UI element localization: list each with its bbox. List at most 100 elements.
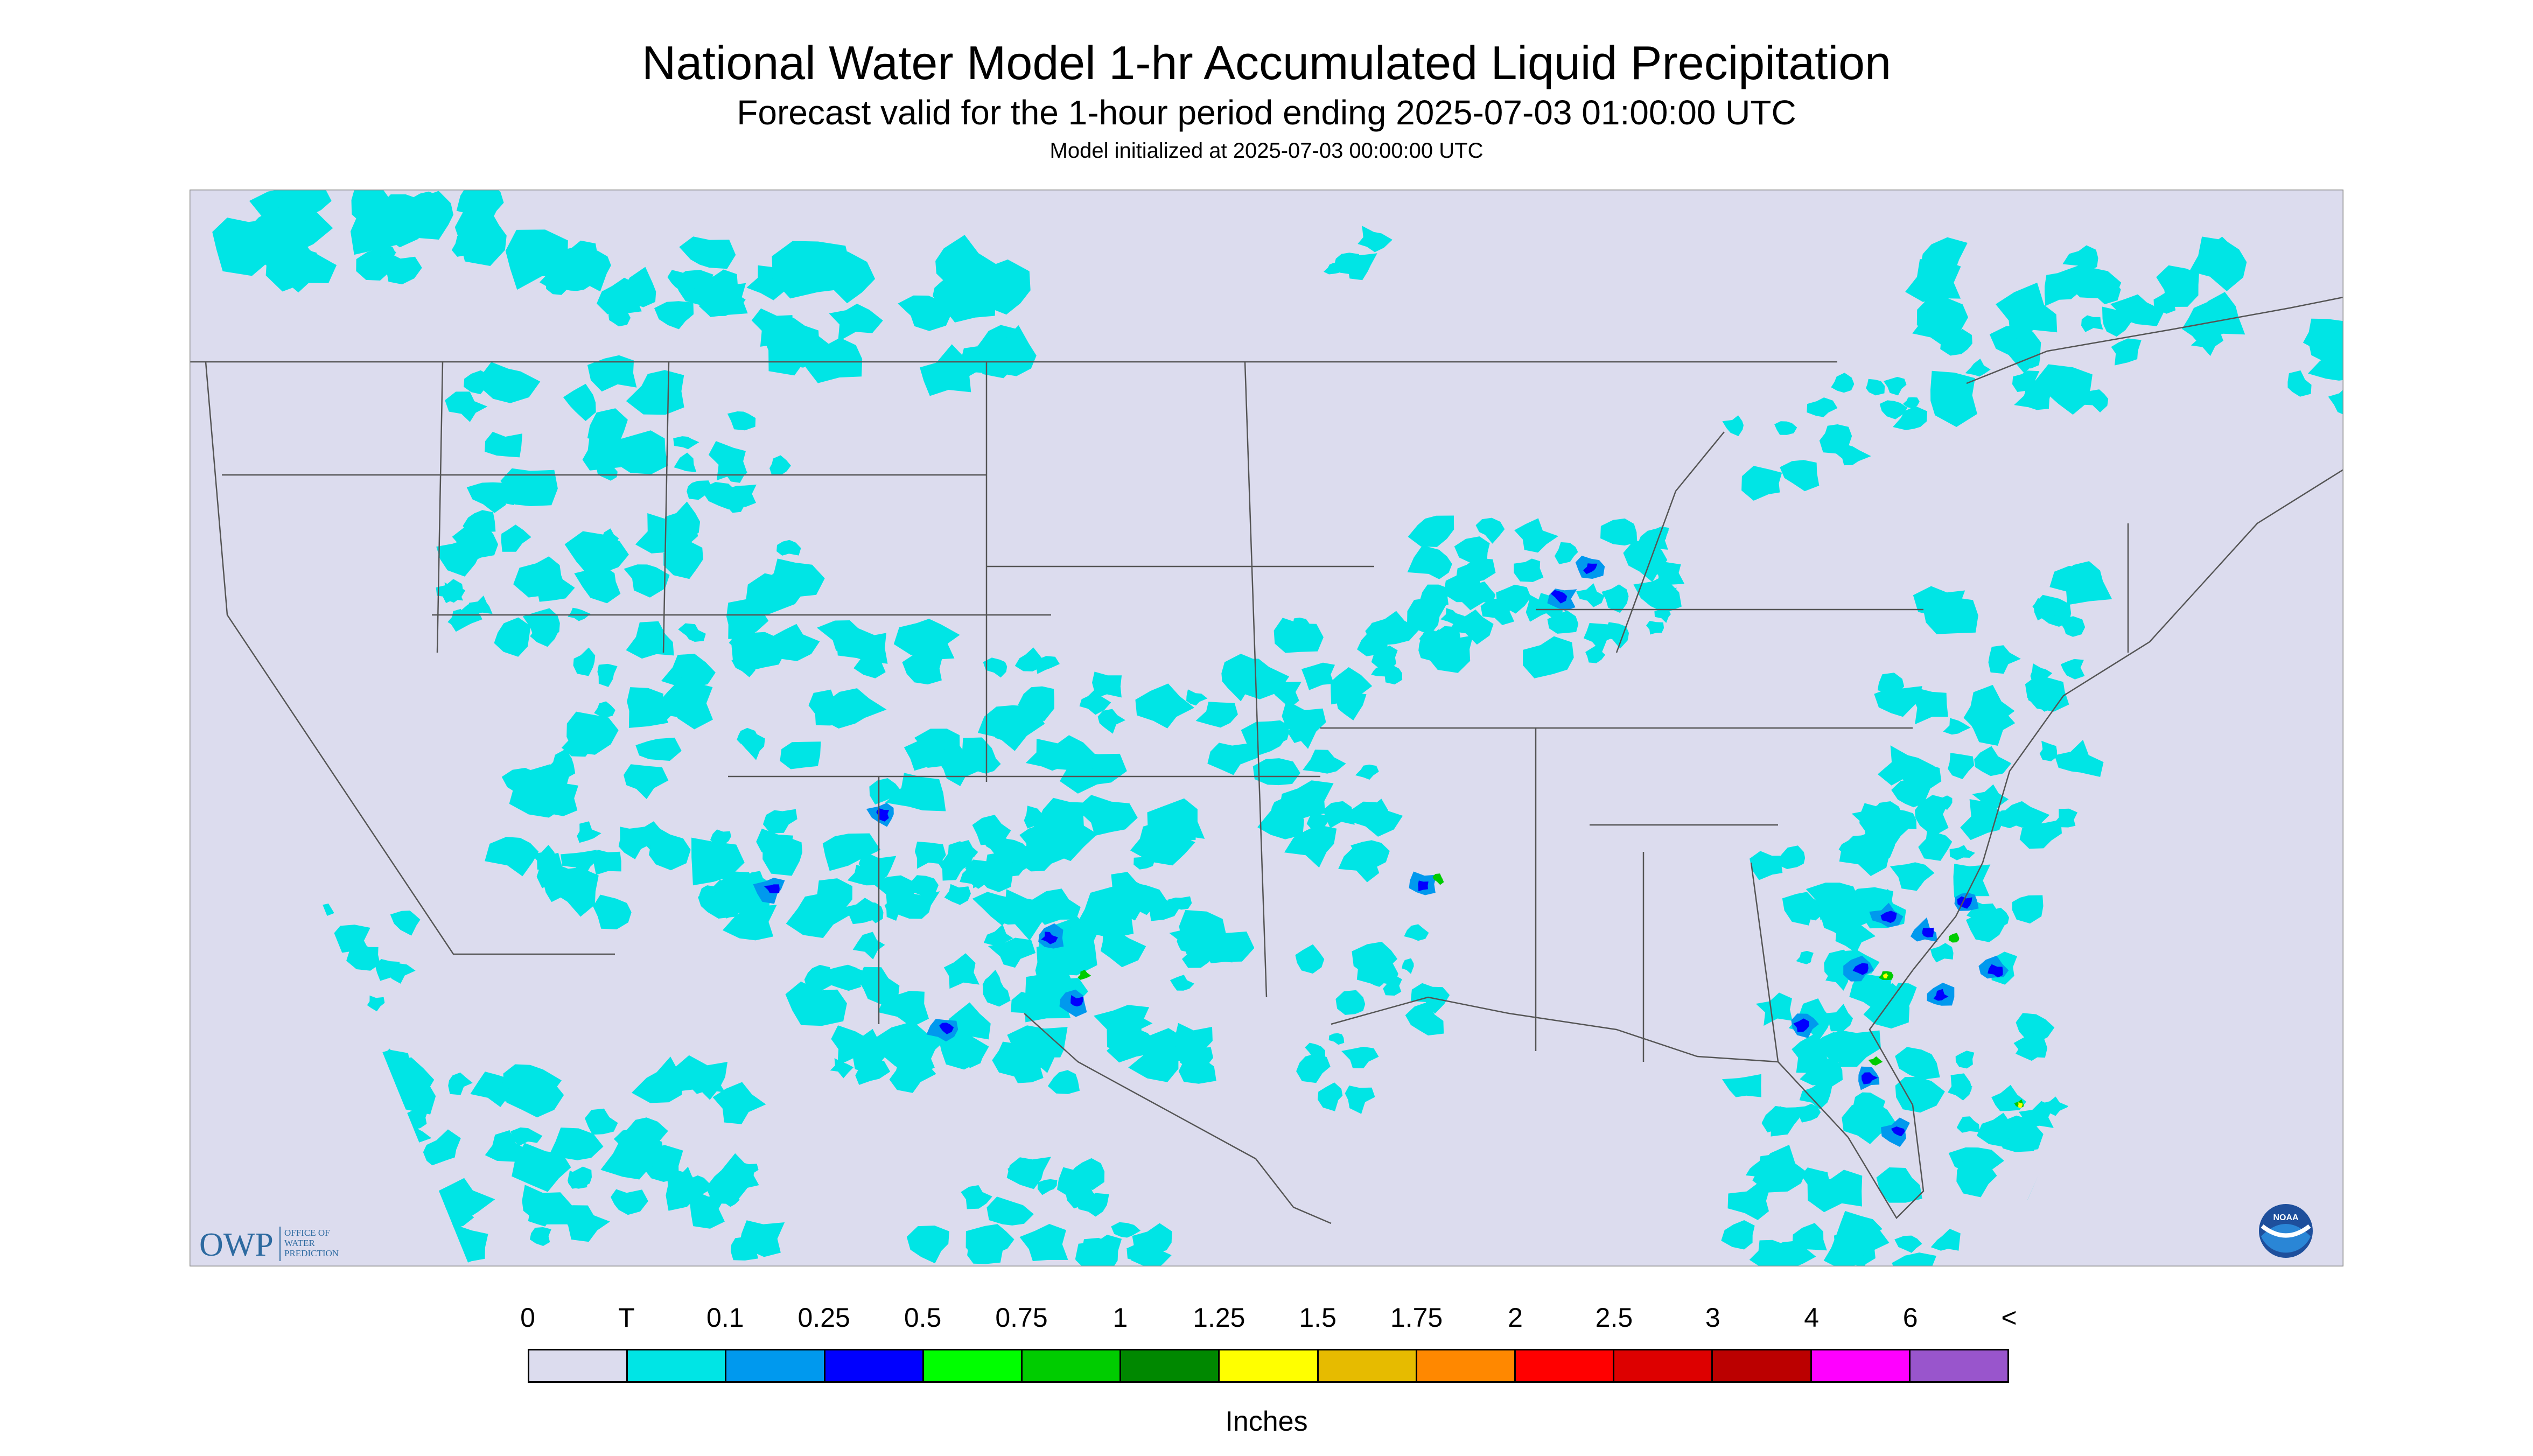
- precip-cell: [708, 441, 747, 481]
- precip-cell: [1988, 964, 2003, 978]
- precip-cell: [435, 1178, 495, 1221]
- precip-cell: [1851, 803, 1898, 836]
- precip-cell: [1274, 618, 1324, 653]
- precip-cell: [762, 809, 797, 834]
- precip-cell: [1306, 813, 1329, 831]
- precip-cell: [1825, 967, 1849, 991]
- precip-cell: [1402, 958, 1414, 974]
- precip-cell: [1035, 656, 1060, 674]
- boundary-line: [205, 361, 615, 955]
- precip-cell: [869, 778, 901, 805]
- precip-cell: [1418, 880, 1429, 891]
- precip-cell: [1891, 1126, 1905, 1137]
- precip-cell: [563, 1205, 610, 1242]
- precip-cell: [2191, 332, 2223, 356]
- precip-cell: [2060, 659, 2085, 680]
- legend-label: 2.5: [1595, 1303, 1633, 1333]
- precip-cell: [1255, 720, 1289, 744]
- precip-cell: [522, 1185, 572, 1224]
- legend-swatch: [1220, 1350, 1319, 1381]
- precipitation-map: OWP OFFICE OF WATER PREDICTION NOAA: [190, 190, 2343, 1266]
- precip-cell: [1913, 688, 1948, 725]
- precip-cell: [988, 937, 1036, 968]
- precip-cell: [1018, 840, 1068, 872]
- precip-cell: [1480, 598, 1515, 625]
- precip-cell: [451, 233, 479, 257]
- precip-cell: [582, 437, 621, 471]
- precip-cell: [577, 821, 601, 843]
- precip-cell: [2034, 364, 2093, 415]
- precip-cell: [972, 892, 1013, 926]
- precip-cell: [1835, 917, 1876, 954]
- legend-label: 1.25: [1193, 1303, 1245, 1333]
- legend-swatch: [1121, 1350, 1220, 1381]
- precip-cell: [1647, 526, 1669, 545]
- precip-cell: [1305, 1042, 1325, 1059]
- precip-cell: [1943, 718, 1971, 735]
- precip-cell: [494, 617, 531, 657]
- precip-cell: [445, 391, 488, 422]
- precip-cell: [1408, 515, 1454, 547]
- precip-cell: [1977, 1112, 2013, 1147]
- boundary-line: [1331, 862, 1984, 1220]
- precip-cell: [558, 240, 598, 270]
- precip-cell: [1956, 1116, 1980, 1133]
- precip-cell: [780, 741, 821, 769]
- precip-cell: [1372, 611, 1420, 646]
- precip-cell: [990, 715, 1016, 741]
- precip-cell: [709, 871, 771, 919]
- precip-cell: [1831, 373, 1855, 393]
- precip-cell: [1257, 808, 1304, 839]
- precip-cell: [1899, 763, 1942, 803]
- precip-cell: [1850, 1248, 1867, 1264]
- precip-cell: [1807, 1170, 1863, 1213]
- precip-cell: [593, 850, 621, 875]
- precip-cell: [1365, 621, 1388, 639]
- precip-cell: [2111, 338, 2142, 366]
- precip-cell: [1303, 750, 1346, 774]
- precip-cell: [529, 1227, 551, 1246]
- precip-cell: [1868, 1056, 1883, 1066]
- legend-labels: 0 T 0.1 0.25 0.5 0.75 1 1.25 1.5 1.75 2 2.5 3 4 6 <: [0, 1302, 2533, 1345]
- legend-label: 0.1: [706, 1303, 744, 1333]
- precip-cell: [1076, 795, 1138, 836]
- precip-cell: [1318, 1082, 1343, 1111]
- precip-cell: [530, 624, 558, 647]
- precip-cell: [563, 383, 596, 421]
- precip-cell: [1335, 990, 1366, 1015]
- precip-cell: [2206, 236, 2240, 268]
- precip-cell: [537, 783, 578, 816]
- svg-text:WATER: WATER: [284, 1238, 315, 1248]
- precip-cell: [1965, 912, 2006, 942]
- precip-cell: [1383, 975, 1402, 996]
- precip-cell: [1955, 1051, 1975, 1069]
- legend-label: 0.5: [904, 1303, 942, 1333]
- precip-cell: [1727, 1183, 1769, 1220]
- precip-cell: [1819, 424, 1852, 454]
- legend-label: 1.75: [1390, 1303, 1443, 1333]
- precip-cell: [411, 191, 442, 215]
- precip-cell: [764, 884, 780, 893]
- precip-cell: [452, 521, 499, 566]
- precip-cell: [1601, 622, 1629, 649]
- precip-cell: [1066, 1158, 1105, 1191]
- precip-cell: [884, 900, 905, 921]
- precip-cell: [1782, 892, 1823, 926]
- precip-cell: [1989, 325, 2041, 374]
- legend-swatch: [1811, 1350, 1911, 1381]
- precip-cell: [908, 1030, 942, 1062]
- precip-cell: [505, 229, 568, 290]
- precip-cell: [769, 455, 791, 475]
- precip-cell: [1800, 898, 1823, 921]
- boundary-line: [1982, 468, 2343, 863]
- svg-text:PREDICTION: PREDICTION: [284, 1248, 339, 1258]
- precip-cell: [1793, 1103, 1821, 1123]
- precip-cell: [1175, 1023, 1213, 1061]
- precip-cell: [1600, 518, 1638, 546]
- precip-cell: [367, 995, 385, 1012]
- precip-cell: [1282, 700, 1326, 749]
- precip-cell: [1454, 536, 1490, 565]
- precip-cell: [612, 430, 668, 474]
- owp-logo: OWP OFFICE OF WATER PREDICTION: [199, 1227, 339, 1263]
- precip-cell: [350, 199, 422, 255]
